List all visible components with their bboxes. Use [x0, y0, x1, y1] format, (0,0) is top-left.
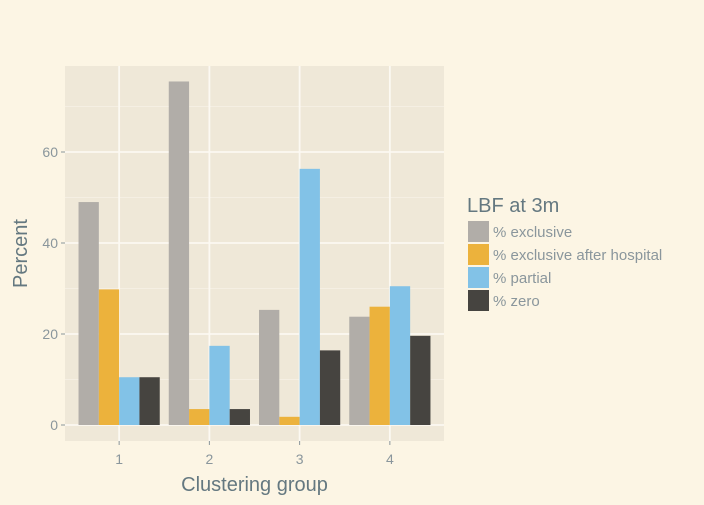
bar-group-1-series-3 [119, 377, 140, 425]
bar-group-3-series-4 [319, 350, 341, 425]
bar-group-3-series-2 [279, 416, 300, 425]
x-tick-label: 1 [115, 451, 123, 467]
legend-label: % exclusive after hospital [493, 247, 662, 264]
y-tick-label: 40 [42, 235, 58, 251]
bar-group-4-series-1 [349, 316, 370, 425]
bar-group-3-series-1 [259, 309, 280, 425]
x-tick-label: 3 [296, 451, 304, 467]
legend-swatch [468, 290, 489, 311]
legend-label: % exclusive [493, 224, 572, 241]
legend-items: % exclusive % exclusive after hospital % p… [468, 221, 662, 311]
legend-label: % partial [493, 270, 551, 287]
bar-group-3-series-3 [299, 168, 320, 425]
bar-group-4-series-2 [369, 306, 390, 425]
legend: LBF at 3m % exclusive % exclusive after h… [467, 195, 662, 311]
legend-swatch [468, 244, 489, 265]
bar-group-1-series-1 [78, 202, 99, 425]
x-tick-label: 4 [386, 451, 394, 467]
y-tick-label: 20 [42, 326, 58, 342]
x-axis-title: Clustering group [181, 474, 328, 496]
legend-label: % zero [493, 293, 540, 310]
bar-group-2-series-4 [229, 409, 250, 425]
bar-group-2-series-1 [168, 81, 190, 425]
bar-group-4-series-4 [410, 335, 431, 425]
legend-swatch [468, 221, 489, 242]
y-tick-label: 0 [50, 417, 58, 433]
y-tick-label: 60 [42, 144, 58, 160]
x-tick-label: 2 [205, 451, 213, 467]
legend-title: LBF at 3m [467, 195, 559, 217]
x-axis-ticks: 1 2 3 4 [115, 441, 394, 467]
bar-group-1-series-4 [139, 377, 160, 425]
bars [78, 81, 431, 425]
bar-group-4-series-3 [389, 286, 411, 425]
y-axis-title: Percent [10, 219, 32, 288]
bar-group-2-series-3 [209, 345, 230, 425]
bar-group-2-series-2 [189, 409, 210, 425]
y-axis-ticks: 0 20 40 60 [42, 144, 65, 433]
legend-swatch [468, 267, 489, 288]
bar-group-1-series-2 [98, 289, 120, 425]
